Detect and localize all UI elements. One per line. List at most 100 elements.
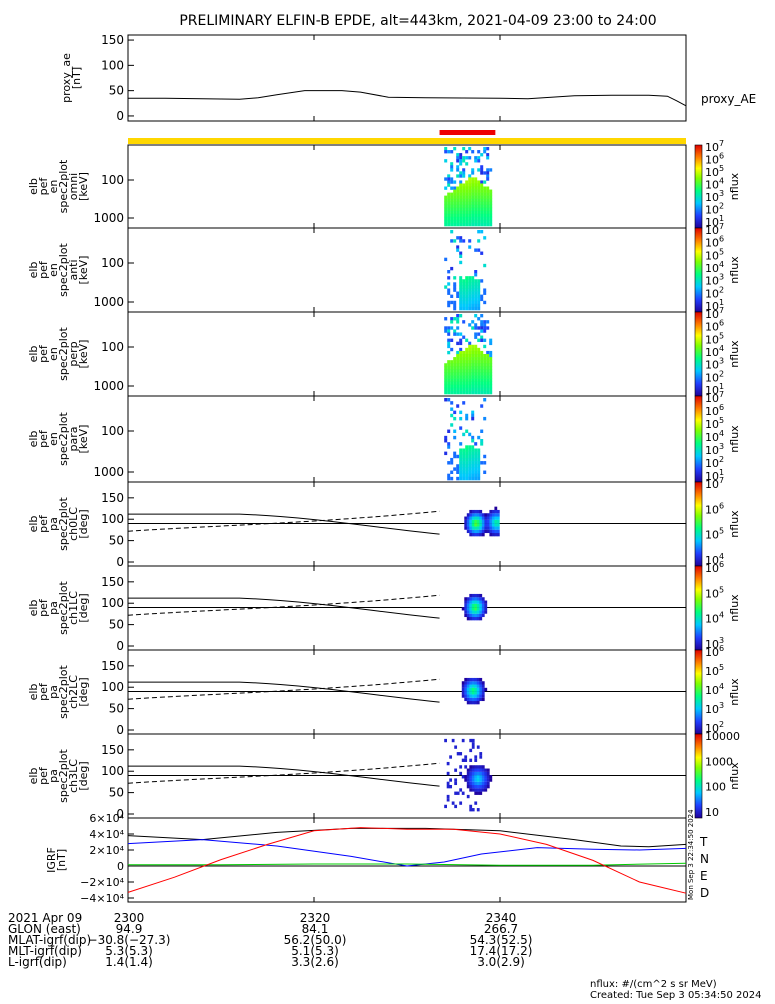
heatmap-cell [450, 216, 454, 221]
heatmap-cell [461, 607, 465, 611]
heatmap-cell [444, 186, 448, 190]
heatmap-cell [494, 516, 498, 520]
heatmap-cell [486, 381, 490, 386]
heatmap-cell [483, 210, 487, 215]
heatmap-cell [469, 513, 473, 517]
heatmap-cell [464, 523, 468, 527]
heatmap-cell [456, 165, 460, 169]
heatmap-cell [459, 390, 463, 395]
heatmap-cell [447, 303, 451, 308]
heatmap-cell [465, 451, 469, 456]
heatmap-cell [486, 204, 490, 209]
heatmap-cell [462, 457, 466, 462]
heatmap-cell [496, 509, 500, 514]
heatmap-cell [477, 448, 481, 452]
heatmap-cell [464, 610, 468, 614]
heatmap-cell [453, 201, 457, 206]
heatmap-cell [462, 210, 466, 215]
ephemeris-label: MLAT-igrf(dip) [8, 933, 91, 947]
heatmap-cell [496, 519, 500, 524]
heatmap-cell [486, 213, 490, 218]
heatmap-cell [477, 473, 481, 478]
colorbar-label: nflux [728, 425, 741, 453]
heatmap-cell [449, 778, 453, 782]
heatmap-cell [459, 285, 463, 289]
heatmap-cell [453, 192, 457, 196]
heatmap-cell [480, 294, 484, 298]
heatmap-cell [477, 201, 481, 206]
heatmap-cell [489, 366, 493, 370]
heatmap-cell [481, 526, 485, 530]
heatmap-cell [459, 314, 463, 318]
heatmap-cell [462, 219, 466, 224]
heatmap-cell [471, 279, 475, 283]
heatmap-cell [476, 771, 480, 776]
y-axis-label: ch1LC [67, 591, 80, 625]
heatmap-cell [476, 778, 480, 782]
heatmap-cell [462, 201, 466, 206]
heatmap-cell [484, 778, 488, 782]
heatmap-cell [468, 204, 472, 209]
heatmap-cell [474, 448, 478, 452]
heatmap-cell [456, 357, 460, 361]
heatmap-cell [474, 470, 478, 474]
heatmap-cell [469, 748, 473, 753]
heatmap-cell [474, 195, 478, 199]
heatmap-cell [450, 470, 454, 474]
heatmap-cell [489, 354, 493, 358]
heatmap-cell [465, 306, 469, 311]
heatmap-cell [468, 198, 472, 202]
heatmap-cell [471, 742, 475, 746]
heatmap-cell [459, 360, 463, 364]
heatmap-cell [476, 677, 480, 682]
y-axis-label: spec2plot [57, 581, 70, 635]
heatmap-cell [465, 454, 469, 459]
colorbar-tick-label: 102 [705, 455, 724, 470]
heatmap-cell [447, 378, 451, 382]
loss-cone-line [128, 765, 440, 787]
heatmap-cell [489, 372, 493, 376]
heatmap-cell [450, 381, 454, 386]
heatmap-cell [474, 476, 478, 481]
heatmap-cell [447, 216, 451, 221]
heatmap-cell [459, 300, 463, 305]
heatmap-cell [469, 694, 473, 698]
heatmap-cell [469, 529, 473, 534]
heatmap-cell [447, 366, 451, 370]
heatmap-cell [469, 738, 473, 743]
heatmap-cell [468, 216, 472, 221]
heatmap-cell [480, 195, 484, 199]
ephemeris-value: 3.3(2.6) [291, 955, 339, 969]
heatmap-cell [471, 738, 475, 743]
heatmap-cell [483, 192, 487, 196]
heatmap-cell [465, 457, 469, 462]
heatmap-cell [453, 416, 457, 421]
heatmap-cell [477, 372, 481, 376]
colorbar-tick-label: 103 [705, 357, 724, 372]
heatmap-cell [476, 616, 480, 621]
heatmap-cell [450, 476, 454, 481]
heatmap-cell [466, 687, 470, 692]
y-axis-label: pef [37, 766, 50, 785]
heatmap-cell [459, 476, 463, 481]
heatmap-cell [474, 519, 478, 524]
heatmap-cell [468, 350, 472, 355]
heatmap-cell [444, 204, 448, 209]
spectrogram-cells [444, 398, 487, 481]
colorbar-tick-label: 104 [705, 552, 724, 567]
heatmap-cell [456, 198, 460, 202]
heatmap-cell [469, 597, 473, 601]
heatmap-cell [450, 230, 454, 234]
heatmap-cell [449, 755, 453, 759]
heatmap-cell [476, 791, 480, 795]
heatmap-cell [480, 372, 484, 376]
heatmap-cell [474, 593, 478, 598]
heatmap-cell [474, 219, 478, 224]
y-axis-label: elb [27, 346, 40, 363]
heatmap-cell [468, 354, 472, 358]
y-axis-label: elb [27, 178, 40, 195]
heatmap-cell [469, 804, 473, 809]
loss-cone-line [128, 681, 440, 703]
heatmap-cell [459, 236, 463, 240]
heatmap-cell [453, 282, 457, 286]
